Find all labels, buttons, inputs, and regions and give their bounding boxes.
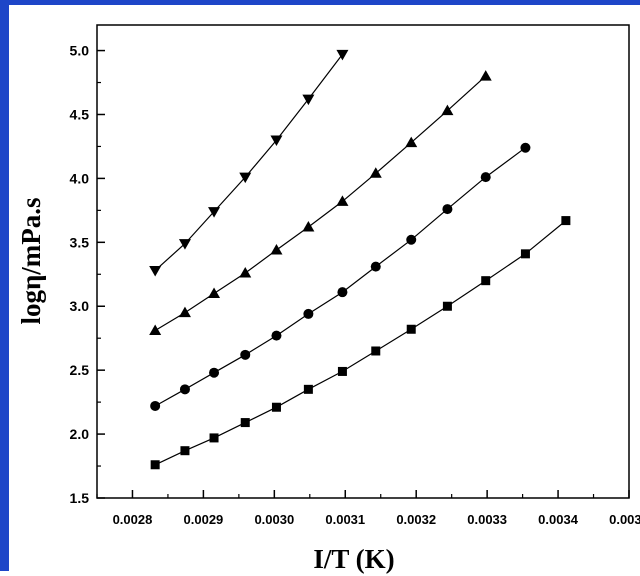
data-point-triangle-up [149, 324, 162, 336]
data-point-triangle-up [270, 243, 283, 255]
y-tick-label: 2.5 [70, 362, 90, 378]
data-point-square [481, 276, 491, 286]
x-tick-label: 0.0031 [325, 512, 365, 527]
x-axis: 0.0028 0.0029 0.0030 0.0031 0.0032 0.0033 0.00… [96, 490, 640, 527]
data-point-square [303, 384, 313, 394]
data-point-triangle-down [302, 94, 315, 106]
series-square [150, 216, 571, 470]
data-point-square [271, 402, 281, 412]
data-point-circle [406, 234, 417, 245]
y-axis: 1.5 2.0 2.5 3.0 3.5 4.0 4.5 5.0 [70, 43, 105, 506]
data-point-triangle-down [239, 172, 252, 184]
data-point-circle [271, 330, 282, 341]
data-point-square [520, 249, 530, 259]
data-point-circle [209, 367, 220, 378]
x-tick-label: 0.0030 [254, 512, 294, 527]
data-point-triangle-down [178, 239, 191, 250]
series-triangle-up [149, 70, 492, 336]
data-point-triangle-up [405, 136, 418, 148]
data-point-triangle-up [441, 104, 454, 116]
x-tick-label: 0.0034 [538, 512, 579, 527]
data-point-triangle-down [336, 49, 349, 61]
y-tick-label: 2.0 [70, 426, 90, 442]
data-point-square [406, 324, 416, 334]
data-point-triangle-up [178, 306, 191, 318]
data-point-circle [442, 204, 453, 215]
data-point-triangle-down [149, 265, 162, 277]
y-tick-label: 5.0 [70, 43, 90, 59]
plot-area [96, 24, 630, 499]
data-point-triangle-up [208, 287, 221, 298]
y-axis-label: logη/mPa.s [16, 197, 46, 324]
y-tick-label: 1.5 [70, 490, 90, 506]
data-point-square [337, 366, 347, 376]
data-point-triangle-up [336, 195, 349, 206]
data-point-triangle-up [239, 267, 252, 278]
x-tick-label: 0.0033 [467, 512, 507, 527]
data-point-circle [303, 308, 314, 319]
series-group [149, 49, 571, 470]
data-point-square [371, 346, 381, 356]
data-point-triangle-down [270, 135, 283, 147]
y-tick-label: 3.0 [70, 298, 90, 314]
data-point-square [240, 418, 250, 428]
data-point-triangle-up [369, 167, 382, 178]
y-tick-label: 4.5 [70, 106, 90, 122]
series-triangle-down [149, 49, 349, 277]
x-tick-label: 0.0035 [609, 512, 640, 527]
data-point-circle [179, 384, 190, 395]
series-circle [150, 142, 531, 411]
data-point-square [442, 301, 452, 311]
x-tick-label: 0.0029 [184, 512, 224, 527]
x-tick-label: 0.0028 [113, 512, 153, 527]
data-point-square [209, 433, 219, 443]
viscosity-chart: 0.0028 0.0029 0.0030 0.0031 0.0032 0.0033 0.00… [16, 24, 640, 574]
data-point-circle [240, 349, 251, 360]
data-point-triangle-down [208, 207, 221, 218]
data-point-square [180, 446, 190, 456]
x-axis-label: I/T (K) [313, 544, 394, 574]
data-point-square [150, 460, 160, 470]
x-tick-label: 0.0032 [396, 512, 436, 527]
data-point-circle [370, 261, 381, 272]
data-point-circle [480, 172, 491, 183]
data-point-circle [520, 142, 531, 153]
series-line-circle [154, 147, 526, 407]
data-point-triangle-up [479, 70, 492, 81]
data-point-circle [337, 287, 348, 298]
y-tick-label: 3.5 [70, 234, 90, 250]
y-tick-label: 4.0 [70, 170, 90, 186]
data-point-triangle-up [302, 220, 315, 232]
data-point-square [561, 216, 571, 226]
data-point-circle [150, 400, 161, 411]
